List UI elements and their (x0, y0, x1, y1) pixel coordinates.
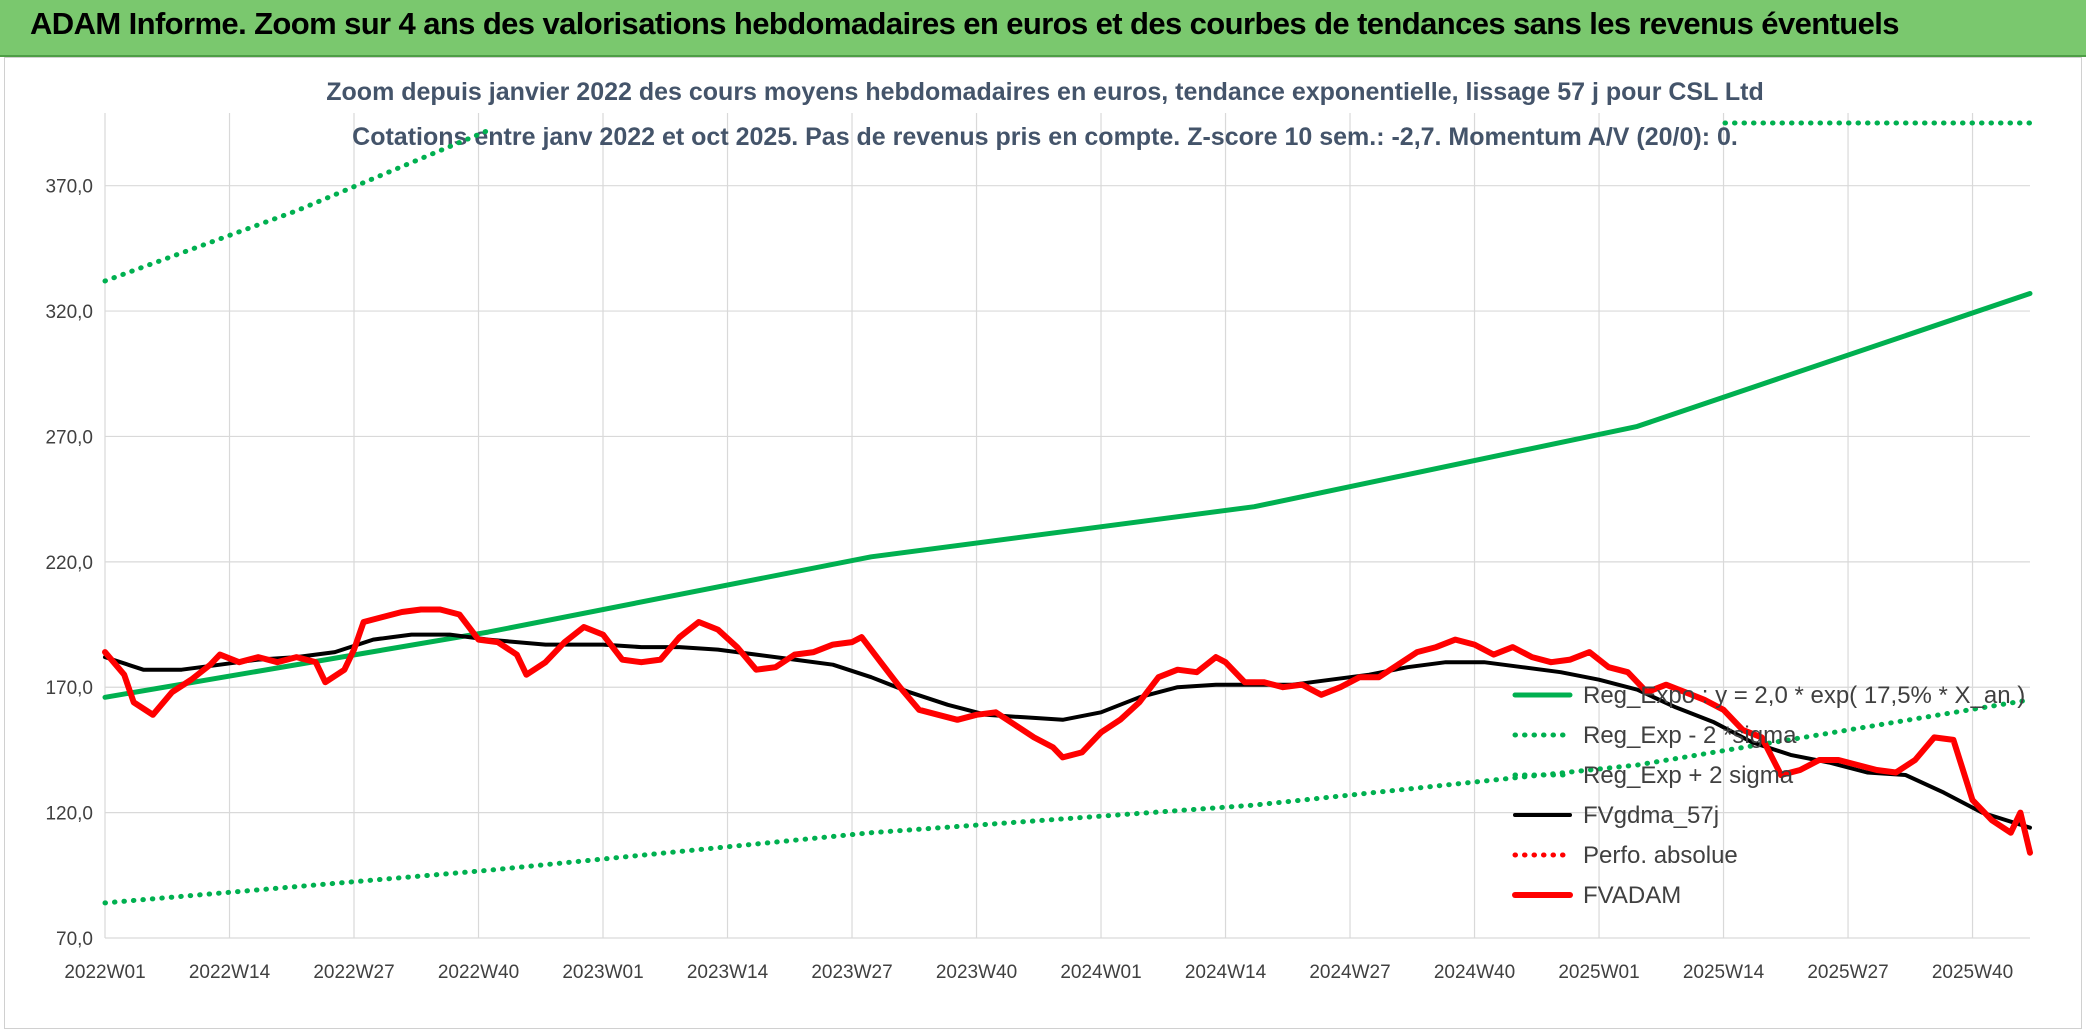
chart-title: Zoom depuis janvier 2022 des cours moyen… (326, 78, 1763, 106)
x-tick-label: 2022W14 (189, 962, 271, 983)
x-tick-label: 2022W27 (313, 962, 394, 983)
x-tick-label: 2025W14 (1683, 962, 1765, 983)
chart-subtitle: Cotations entre janv 2022 et oct 2025. P… (352, 123, 1738, 151)
series-line-3 (103, 632, 2032, 830)
x-tick-label: 2022W01 (64, 962, 145, 983)
x-tick-label: 2024W40 (1434, 962, 1515, 983)
x-tick-label: 2024W27 (1309, 962, 1390, 983)
x-tick-label: 2024W01 (1060, 962, 1141, 983)
y-tick-label: 170,0 (45, 678, 93, 699)
series-line-1 (102, 697, 2033, 906)
x-tick-label: 2024W14 (1185, 962, 1267, 983)
chart-frame: Zoom depuis janvier 2022 des cours moyen… (4, 57, 2082, 1029)
x-tick-label: 2025W01 (1558, 962, 1639, 983)
y-tick-label: 220,0 (45, 553, 93, 574)
legend-label: FVgdma_57j (1583, 802, 1719, 829)
x-tick-label: 2025W27 (1807, 962, 1888, 983)
x-tick-label: 2025W40 (1932, 962, 2013, 983)
x-tick-label: 2023W40 (936, 962, 1017, 983)
y-tick-label: 70,0 (56, 929, 93, 950)
legend: Reg_Expo : y = 2,0 * exp( 17,5% * X_an )… (1512, 682, 2025, 909)
x-tick-label: 2022W40 (438, 962, 519, 983)
y-tick-label: 370,0 (45, 177, 93, 198)
x-tick-label: 2023W14 (687, 962, 769, 983)
legend-label: Perfo. absolue (1583, 842, 1738, 869)
series-line-2 (102, 128, 491, 284)
y-tick-label: 320,0 (45, 302, 93, 323)
header-bar: ADAM Informe. Zoom sur 4 ans des valoris… (0, 0, 2086, 57)
page-title: ADAM Informe. Zoom sur 4 ans des valoris… (30, 6, 1900, 41)
line-chart: Zoom depuis janvier 2022 des cours moyen… (45, 78, 2033, 983)
y-tick-label: 120,0 (45, 804, 93, 825)
chart-grid (104, 113, 2030, 939)
legend-label: Reg_Expo : y = 2,0 * exp( 17,5% * X_an ) (1583, 682, 2025, 709)
x-tick-label: 2023W01 (562, 962, 643, 983)
series-line-5 (102, 606, 2033, 856)
series-line-0 (102, 291, 2033, 700)
y-tick-label: 270,0 (45, 427, 93, 448)
x-tick-label: 2023W27 (811, 962, 892, 983)
plot-area (102, 120, 2033, 906)
legend-label: FVADAM (1583, 882, 1681, 909)
legend-label: Reg_Exp + 2 sigma (1583, 762, 1794, 789)
y-axis: 70,0 120,0 170,0 220,0 270,0 320,0 370,0 (45, 177, 93, 950)
x-axis: 2022W01 2022W14 2022W27 2022W40 2023W01 2023W… (64, 962, 2013, 983)
legend-label: Reg_Exp - 2 *sigma (1583, 722, 1797, 749)
